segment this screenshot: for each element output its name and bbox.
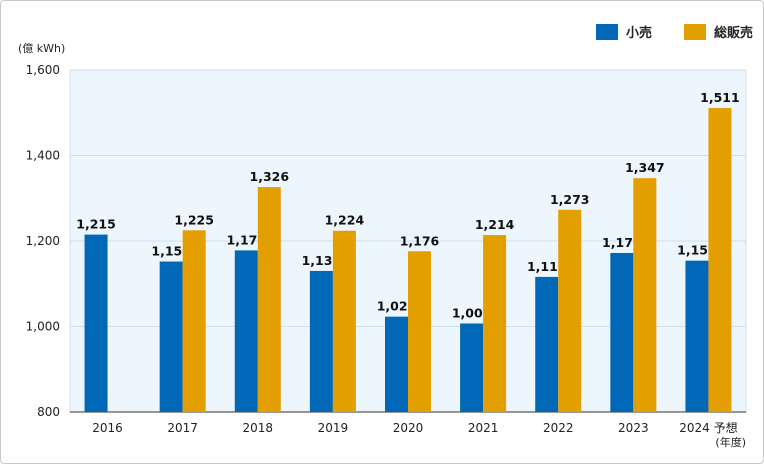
y-tick-label: 1,400	[26, 149, 60, 163]
x-tick-label: 2016	[92, 421, 123, 435]
y-axis-unit-label: (億 kWh)	[18, 42, 65, 55]
y-tick-label: 800	[37, 405, 60, 419]
bar-retail-2020	[385, 316, 408, 412]
bar-retail-2022	[535, 276, 559, 412]
data-label: 1,178	[227, 232, 267, 247]
x-tick-label: 2018	[243, 421, 274, 435]
legend-label: 総販売	[714, 25, 753, 41]
y-tick-label: 1,600	[26, 63, 60, 77]
data-label: 1,215	[76, 217, 116, 232]
data-label: 1,116	[527, 259, 567, 274]
bar-total-2023	[633, 178, 657, 412]
x-tick-label: 2019	[318, 421, 349, 435]
data-label: 1,224	[325, 213, 365, 228]
bar-retail-2023	[610, 252, 634, 412]
x-tick-label: 2020	[393, 421, 424, 435]
data-label: 1,023	[377, 299, 417, 314]
y-tick-label: 1,200	[26, 234, 60, 248]
bar-total-2020	[408, 251, 431, 412]
bar-total-2018	[257, 187, 281, 412]
bar-retail-2021	[460, 323, 484, 412]
legend-swatch	[684, 24, 706, 40]
data-label: 1,225	[174, 212, 214, 227]
data-label: 1,154	[677, 243, 717, 258]
legend: 小売 総販売	[596, 24, 753, 41]
data-label: 1,511	[700, 90, 740, 105]
data-label: 1,176	[400, 233, 440, 248]
bar-total-2024 予想	[708, 108, 732, 413]
data-label: 1,007	[452, 306, 492, 321]
bar-retail-2017	[159, 261, 183, 412]
data-label: 1,152	[151, 244, 191, 259]
bar-total-2017	[182, 230, 206, 412]
legend-label: 小売	[626, 25, 652, 41]
data-label: 1,172	[602, 235, 642, 250]
x-tick-label: 2022	[543, 421, 574, 435]
x-tick-label: 2024 予想	[679, 420, 737, 435]
data-label: 1,347	[625, 160, 665, 175]
x-tick-label: 2023	[618, 421, 649, 435]
data-label: 1,130	[302, 253, 342, 268]
x-axis-ticks: 2016 2017 2018 2019 2020 2021 2022 2023 2024 予想	[92, 420, 737, 435]
bar-retail-2024 予想	[685, 260, 709, 412]
x-tick-label: 2017	[167, 421, 198, 435]
data-label: 1,273	[550, 192, 590, 207]
bar-retail-2018	[234, 250, 258, 412]
bar-retail-2016	[84, 234, 108, 412]
y-tick-label: 1,000	[26, 320, 60, 334]
x-tick-label: 2021	[468, 421, 499, 435]
data-label: 1,326	[250, 169, 290, 184]
bars: 1,215 1,152 1,225 1,178 1,326 1,130 1,224 1,023…	[76, 90, 740, 413]
bar-retail-2019	[309, 270, 333, 412]
legend-swatch	[596, 24, 618, 40]
y-axis-ticks: 800 1,000 1,200 1,400 1,600	[26, 63, 60, 419]
x-axis-unit-label: (年度)	[715, 435, 746, 449]
data-label: 1,214	[475, 217, 515, 232]
bar-total-2021	[483, 235, 507, 412]
bar-total-2022	[558, 209, 582, 412]
bar-total-2019	[332, 230, 356, 412]
